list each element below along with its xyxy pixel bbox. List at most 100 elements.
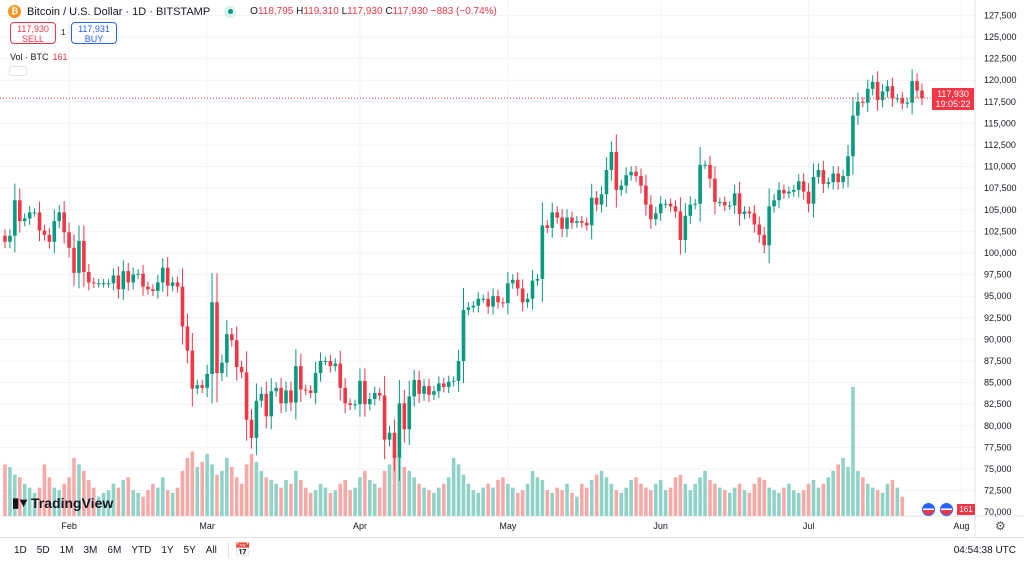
candle-body (333, 363, 338, 367)
candle-body (624, 175, 628, 186)
candle-body (619, 185, 624, 190)
volume-bar (451, 457, 456, 516)
candle-body (441, 383, 446, 387)
volume-bar (767, 487, 771, 516)
volume-bar (37, 487, 42, 516)
candle-body (456, 361, 461, 381)
volume-bar (885, 483, 890, 516)
volume-bar (787, 483, 791, 516)
volume-bar (52, 487, 57, 516)
volume-bar (678, 474, 683, 516)
price-tick-label: 102,500 (984, 226, 1017, 236)
volume-bar (565, 483, 569, 516)
us-flag-event-icon[interactable] (940, 503, 953, 516)
range-all[interactable]: All (205, 544, 217, 556)
volume-bar (589, 479, 594, 516)
volume-bar (200, 461, 204, 516)
range-5d[interactable]: 5D (36, 544, 50, 556)
candle-body (811, 176, 816, 204)
tradingview-logo[interactable]: ▮▼ TradingView (12, 495, 114, 511)
volume-tag: 161 (957, 504, 975, 515)
volume-bar (91, 487, 96, 516)
volume-bar (777, 492, 781, 516)
candle-body (294, 366, 298, 403)
candle-body (880, 91, 885, 101)
volume-bar (900, 496, 905, 516)
calendar-icon[interactable]: 📅 (234, 542, 252, 557)
price-tick-label: 87,500 (984, 356, 1012, 366)
price-tick-label: 115,000 (984, 118, 1016, 128)
candle-body (722, 202, 727, 206)
candle-body (244, 372, 249, 420)
price-tick-label: 127,500 (984, 10, 1017, 20)
candle-body (377, 392, 382, 396)
range-1y[interactable]: 1Y (161, 544, 174, 556)
candle-body (792, 189, 796, 192)
volume-bar (653, 483, 658, 516)
volume-bar (718, 487, 722, 516)
candle-body (506, 283, 510, 304)
settings-gear-icon[interactable]: ⚙ (995, 519, 1006, 533)
candle-body (841, 176, 845, 183)
sell-button[interactable]: 117,930 SELL (10, 22, 56, 44)
us-flag-event-icon[interactable] (922, 503, 935, 516)
price-tick-label: 80,000 (984, 421, 1012, 431)
clock[interactable]: 04:54:38 UTC (953, 544, 1016, 556)
volume-bar (870, 487, 875, 516)
volume-bar (372, 483, 377, 516)
volume-bar (32, 492, 37, 516)
volume-bar (890, 479, 895, 516)
volume-bar (580, 483, 584, 516)
candle-body (249, 419, 254, 438)
symbol-title[interactable]: Bitcoin / U.S. Dollar · 1D · BITSTAMP (27, 5, 211, 18)
volume-bar (328, 492, 333, 516)
volume-bar (550, 492, 555, 516)
volume-bar (742, 490, 747, 516)
candle-body (32, 212, 37, 214)
price-tick-label: 112,500 (984, 140, 1016, 150)
candle-body (629, 171, 633, 176)
candle-body (13, 200, 17, 236)
candle-body (451, 380, 456, 382)
candle-body (777, 189, 781, 201)
volume-bar (486, 483, 490, 516)
volume-bar (772, 490, 776, 516)
candle-body (363, 380, 367, 405)
candle-body (91, 282, 96, 284)
volume-bar (116, 487, 121, 516)
candle-body (200, 385, 204, 388)
candle-body (861, 101, 865, 103)
candle-body (121, 271, 126, 290)
volume-bar (77, 464, 81, 516)
range-3m[interactable]: 3M (83, 544, 98, 556)
volume-bar (220, 470, 224, 516)
candle-body (417, 380, 421, 394)
volume-bar (861, 477, 865, 516)
volume-bar (249, 454, 254, 516)
candle-body (510, 279, 515, 284)
range-5y[interactable]: 5Y (183, 544, 196, 556)
range-6m[interactable]: 6M (107, 544, 122, 556)
volume-bar (446, 477, 451, 516)
volume-bar (333, 490, 338, 516)
volume-bar (658, 479, 663, 516)
candle-body (264, 393, 269, 417)
volume-bar (456, 464, 461, 516)
price-tick-label: 107,500 (984, 183, 1017, 193)
candle-body (787, 191, 791, 194)
volume-bar (338, 483, 343, 516)
volume-bar (792, 490, 796, 516)
range-1d[interactable]: 1D (14, 544, 27, 556)
volume-bar (432, 492, 436, 516)
range-1m[interactable]: 1M (59, 544, 74, 556)
candle-body (323, 361, 328, 362)
range-ytd[interactable]: YTD (131, 544, 152, 556)
buy-button[interactable]: 117,931 BUY (71, 22, 117, 44)
candle-body (432, 391, 436, 395)
collapse-legend-button[interactable] (9, 66, 27, 76)
candlestick-chart[interactable]: 127,500 125,000 122,500 120,000 117,500 115,0… (0, 0, 1024, 537)
volume-bar (796, 492, 801, 516)
volume-bar (382, 470, 387, 516)
price-tick-label: 120,000 (984, 75, 1017, 85)
candle-body (57, 212, 62, 222)
